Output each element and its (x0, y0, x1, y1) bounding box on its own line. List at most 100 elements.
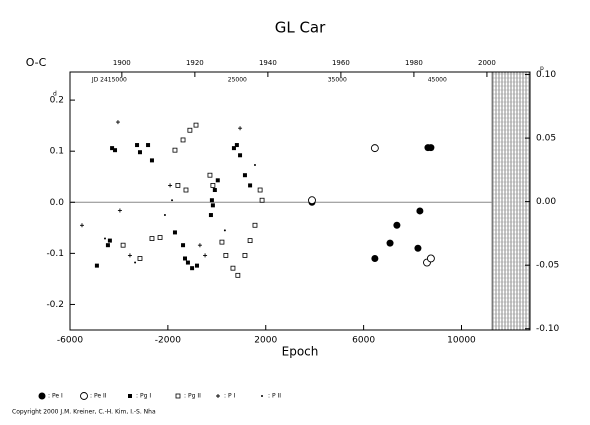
data-point (172, 230, 177, 235)
data-point (163, 214, 166, 217)
data-point (253, 163, 256, 166)
data-point (183, 256, 187, 261)
data-point (426, 254, 435, 263)
data-point (103, 237, 106, 240)
legend-label: Pe II (94, 393, 107, 400)
data-point (207, 172, 213, 178)
data-point (252, 222, 258, 228)
data-point (134, 261, 137, 264)
data-point (137, 256, 143, 261)
legend-marker (38, 392, 46, 400)
data-point (230, 265, 236, 271)
data-point (171, 199, 174, 202)
data-point (183, 187, 189, 193)
data-point (168, 183, 173, 188)
data-point (180, 137, 186, 143)
legend-label: P I (228, 393, 236, 400)
y-axis-label: O-C (26, 56, 47, 69)
legend-prefix: : (224, 393, 226, 400)
legend-prefix: : (136, 393, 138, 400)
data-point (371, 254, 379, 262)
data-point (172, 147, 178, 153)
chart-title: GL Car (275, 19, 326, 37)
data-point (208, 213, 213, 218)
data-point (242, 253, 248, 258)
future-region (491, 71, 531, 331)
data-point (120, 242, 126, 248)
jd-tick-label: JD 2415000 (91, 77, 127, 84)
data-point (212, 188, 217, 193)
x-tick-label: -6000 (57, 336, 83, 346)
data-point (105, 243, 110, 248)
legend-label: Pg I (140, 393, 151, 400)
data-point (181, 243, 186, 248)
data-point (146, 143, 151, 148)
y2-tick-label: 0.00 (536, 197, 556, 207)
legend-prefix: : (90, 393, 92, 400)
x-tick-label: -2000 (155, 336, 181, 346)
data-point (117, 208, 122, 213)
data-point (115, 120, 120, 125)
data-point (259, 197, 265, 203)
y2-tick-label: -0.10 (536, 324, 560, 334)
data-point (197, 243, 202, 248)
data-point (127, 253, 132, 258)
y-tick-label: 0.0 (50, 198, 65, 208)
data-point (215, 178, 220, 183)
legend-marker (175, 393, 181, 399)
legend-marker (80, 392, 88, 400)
legend-marker (261, 395, 263, 397)
data-point (209, 198, 214, 203)
jd-tick-label: 45000 (428, 77, 447, 84)
x2-tick-label: 1980 (405, 59, 423, 67)
y-tick-label: 0.1 (50, 147, 64, 157)
data-point (416, 207, 424, 215)
data-point (386, 239, 394, 247)
legend-label: Pe I (52, 393, 63, 400)
data-point (231, 146, 236, 151)
data-point (308, 196, 316, 205)
legend-label: Pg II (188, 393, 201, 400)
x-tick-label: 6000 (352, 336, 375, 346)
data-point (210, 183, 216, 188)
y2-tick-label: 0.10 (536, 70, 556, 80)
data-point (247, 238, 253, 243)
y2-unit: p (540, 65, 544, 72)
x2-tick-label: 1900 (113, 59, 131, 67)
x2-tick-label: 1960 (332, 59, 350, 67)
data-point (370, 144, 379, 153)
legend-prefix: : (268, 393, 270, 400)
plot-frame (69, 71, 531, 331)
data-point (393, 221, 401, 229)
data-point (193, 122, 199, 128)
data-point (113, 148, 118, 153)
data-point (210, 203, 215, 208)
y-tick-label: 0.2 (50, 96, 64, 106)
data-point (238, 126, 243, 131)
jd-tick-label: 35000 (328, 77, 347, 84)
x2-tick-label: 1920 (186, 59, 204, 67)
data-point (203, 253, 208, 258)
x2-tick-label: 2000 (478, 59, 496, 67)
data-point (175, 183, 181, 188)
x-tick-label: 2000 (254, 336, 277, 346)
data-point (187, 127, 193, 133)
copyright: Copyright 2000 J.M. Kreiner, C.-H. Kim, … (12, 409, 156, 416)
data-point (79, 223, 84, 228)
data-point (427, 144, 435, 152)
data-point (107, 238, 112, 243)
legend-prefix: : (48, 393, 50, 400)
data-point (219, 239, 225, 245)
data-point (234, 143, 239, 148)
data-point (238, 153, 243, 158)
data-point (242, 173, 247, 178)
data-point (137, 150, 142, 155)
x2-tick-label: 1940 (259, 59, 277, 67)
data-point (223, 229, 226, 232)
data-point (194, 263, 199, 268)
legend-marker (128, 394, 132, 398)
data-point (248, 183, 253, 188)
data-point (110, 146, 115, 151)
data-point (235, 272, 241, 278)
